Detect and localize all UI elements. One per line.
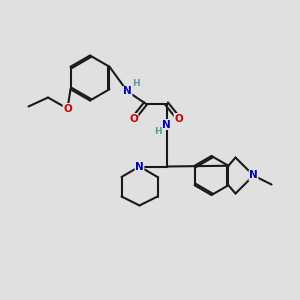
- Text: H: H: [154, 127, 161, 136]
- Text: N: N: [249, 170, 258, 181]
- Text: H: H: [132, 79, 140, 88]
- Text: N: N: [123, 86, 132, 97]
- Text: O: O: [174, 113, 183, 124]
- Text: O: O: [63, 103, 72, 114]
- Text: O: O: [129, 113, 138, 124]
- Text: N: N: [162, 119, 171, 130]
- Text: N: N: [135, 161, 144, 172]
